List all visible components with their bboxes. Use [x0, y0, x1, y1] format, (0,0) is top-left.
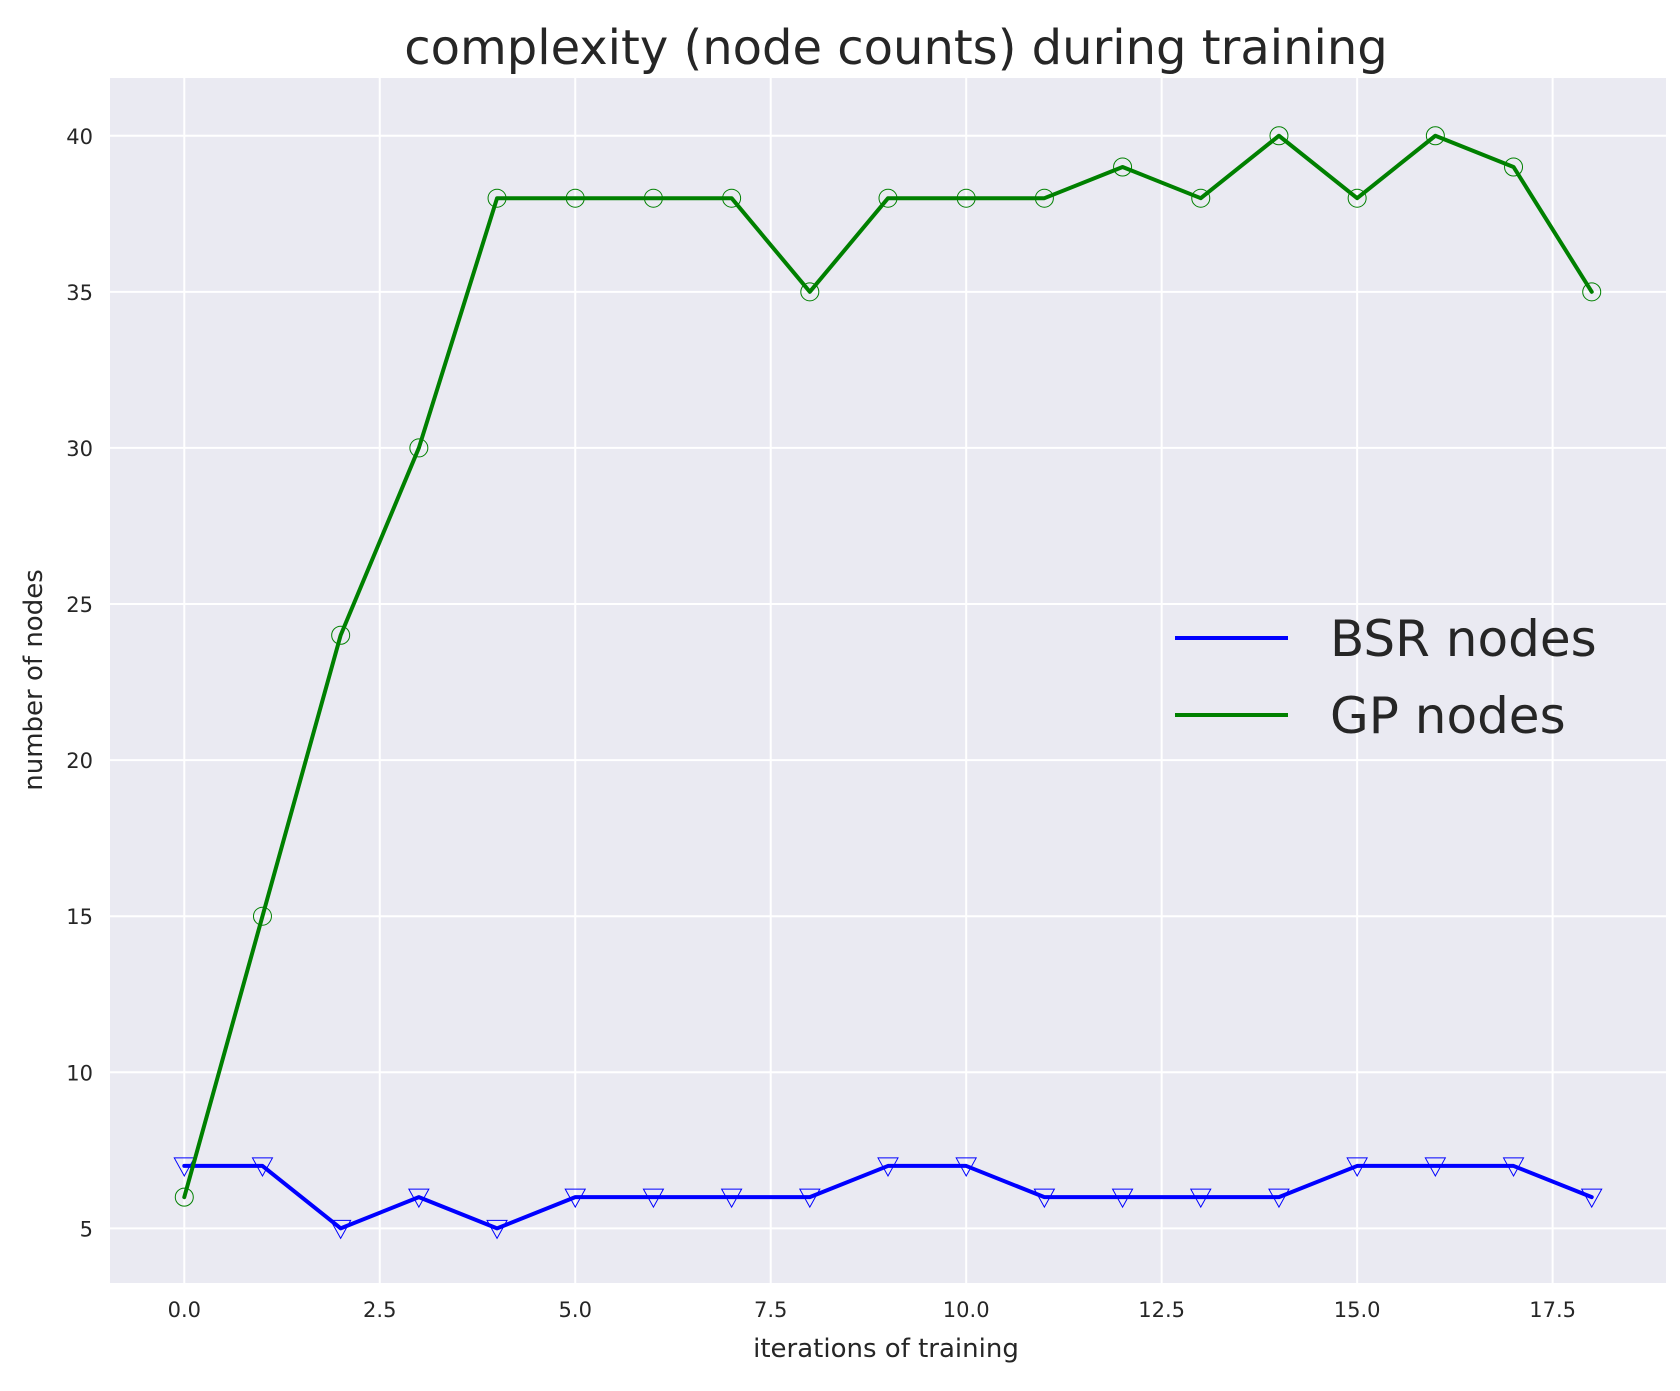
- data-point-gp: [722, 188, 742, 208]
- data-point-gp: [800, 282, 820, 302]
- data-point-gp: [643, 188, 663, 208]
- data-point-gp: [878, 188, 898, 208]
- x-tick-label: 7.5: [754, 1298, 787, 1322]
- data-point-bsr: [486, 1219, 508, 1240]
- x-tick-label: 0.0: [168, 1298, 201, 1322]
- data-point-gp: [1504, 157, 1524, 177]
- y-tick-label: 30: [66, 437, 93, 461]
- data-point-gp: [174, 1187, 194, 1207]
- data-point-bsr: [1502, 1157, 1525, 1177]
- data-point-bsr: [251, 1157, 274, 1177]
- series-line-1: [182, 133, 1594, 1200]
- data-point-bsr: [642, 1188, 665, 1209]
- data-point-gp: [1191, 188, 1211, 208]
- data-point-bsr: [1346, 1157, 1368, 1177]
- x-axis-ticks: 0.0 2.5 5.0 7.5 10.0 12.5 15.0 17.5: [168, 1298, 1576, 1322]
- data-point-bsr: [1111, 1188, 1134, 1209]
- x-tick-label: 10.0: [943, 1298, 990, 1322]
- data-point-gp: [409, 438, 429, 458]
- data-point-bsr: [798, 1188, 821, 1209]
- x-tick-label: 2.5: [363, 1298, 396, 1322]
- data-point-bsr: [329, 1219, 352, 1240]
- data-point-gp: [565, 188, 585, 208]
- data-point-gp: [956, 188, 976, 208]
- x-tick-label: 17.5: [1529, 1298, 1576, 1322]
- legend-label-bsr: BSR nodes: [1330, 610, 1597, 668]
- data-point-gp: [1582, 282, 1602, 302]
- data-point-bsr: [564, 1188, 587, 1209]
- data-point-bsr: [1268, 1188, 1290, 1209]
- y-axis-ticks: 5 10 15 20 25 30 35 40: [66, 125, 93, 1242]
- data-point-gp: [1113, 157, 1133, 177]
- y-tick-label: 10: [66, 1061, 93, 1085]
- y-tick-label: 25: [66, 593, 93, 617]
- y-tick-label: 15: [66, 905, 93, 929]
- x-tick-label: 5.0: [559, 1298, 592, 1322]
- x-tick-label: 15.0: [1334, 1298, 1381, 1322]
- data-point-bsr: [877, 1157, 899, 1177]
- y-tick-label: 5: [80, 1217, 93, 1241]
- data-point-gp: [252, 906, 272, 926]
- data-point-gp: [1034, 188, 1054, 208]
- y-tick-label: 40: [66, 125, 93, 149]
- y-axis-label: number of nodes: [19, 569, 49, 791]
- data-point-gp: [1425, 126, 1445, 146]
- data-point-bsr: [1424, 1157, 1447, 1177]
- series-line-0: [182, 1163, 1594, 1231]
- x-tick-label: 12.5: [1138, 1298, 1185, 1322]
- data-point-bsr: [720, 1188, 743, 1209]
- data-point-gp: [331, 625, 351, 645]
- data-point-gp: [487, 188, 507, 208]
- y-tick-label: 20: [66, 749, 93, 773]
- data-point-bsr: [1033, 1188, 1056, 1209]
- data-point-bsr: [408, 1188, 430, 1209]
- chart-title: complexity (node counts) during training: [404, 20, 1387, 76]
- series: [173, 126, 1603, 1240]
- data-point-bsr: [173, 1157, 196, 1177]
- y-tick-label: 35: [66, 281, 93, 305]
- legend-label-gp: GP nodes: [1330, 687, 1566, 745]
- data-point-bsr: [955, 1157, 978, 1177]
- grid: [110, 78, 1666, 1283]
- data-point-gp: [1269, 126, 1289, 146]
- legend: BSR nodes GP nodes: [1175, 610, 1597, 745]
- x-axis-label: iterations of training: [753, 1334, 1019, 1364]
- data-point-bsr: [1580, 1188, 1603, 1209]
- data-point-gp: [1347, 188, 1367, 208]
- data-point-bsr: [1189, 1188, 1212, 1209]
- plot-area: [110, 78, 1666, 1283]
